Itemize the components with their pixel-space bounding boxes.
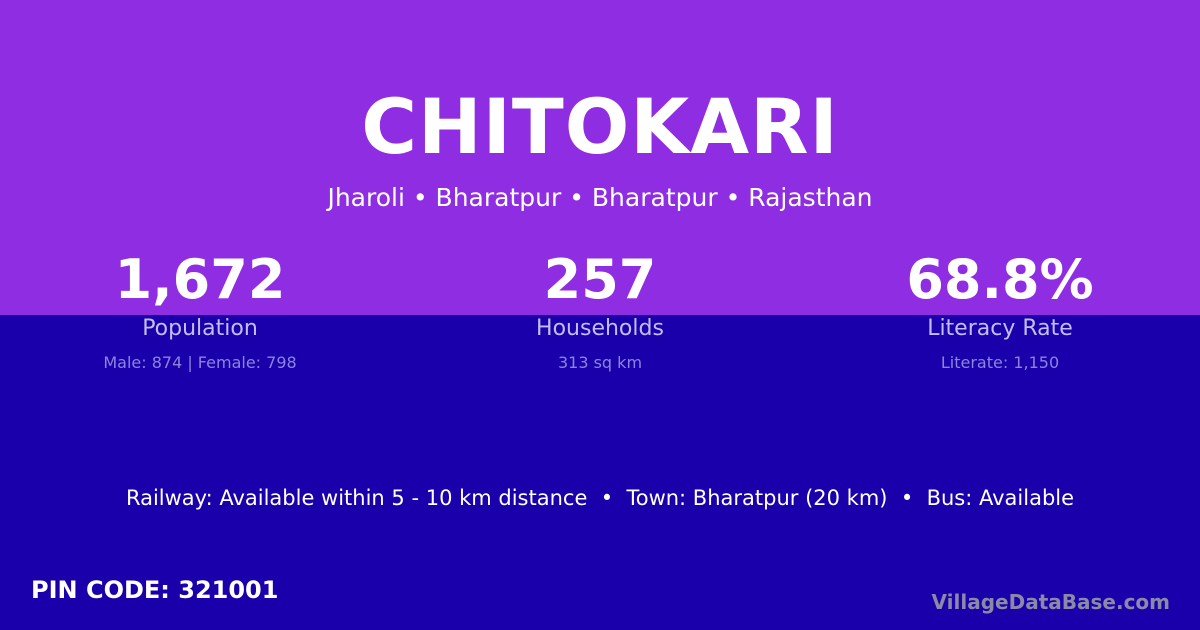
location-breadcrumb: Jharoli • Bharatpur • Bharatpur • Rajast… — [327, 183, 873, 212]
village-title: CHITOKARI — [361, 82, 839, 171]
stat-label: Literacy Rate — [927, 316, 1073, 341]
stat-detail: Literate: 1,150 — [940, 353, 1060, 372]
header-band — [0, 0, 1200, 315]
stat-value: 1,672 — [114, 248, 286, 311]
stat-label: Households — [536, 316, 664, 341]
brand-watermark: VillageDataBase.com — [931, 590, 1170, 614]
stat-population: 1,672 Population Male: 874 | Female: 798 — [0, 248, 400, 373]
stat-detail: Male: 874 | Female: 798 — [103, 353, 297, 372]
stat-literacy: 68.8% Literacy Rate Literate: 1,150 — [800, 248, 1200, 373]
pin-code: PIN CODE: 321001 — [31, 576, 279, 604]
stat-value: 257 — [543, 248, 657, 311]
stat-label: Population — [142, 316, 258, 341]
stat-value: 68.8% — [906, 248, 1094, 311]
connectivity-info: Railway: Available within 5 - 10 km dist… — [125, 486, 1075, 510]
body-band — [0, 315, 1200, 630]
stat-households: 257 Households 313 sq km — [400, 248, 800, 373]
stat-detail: 313 sq km — [557, 353, 643, 372]
